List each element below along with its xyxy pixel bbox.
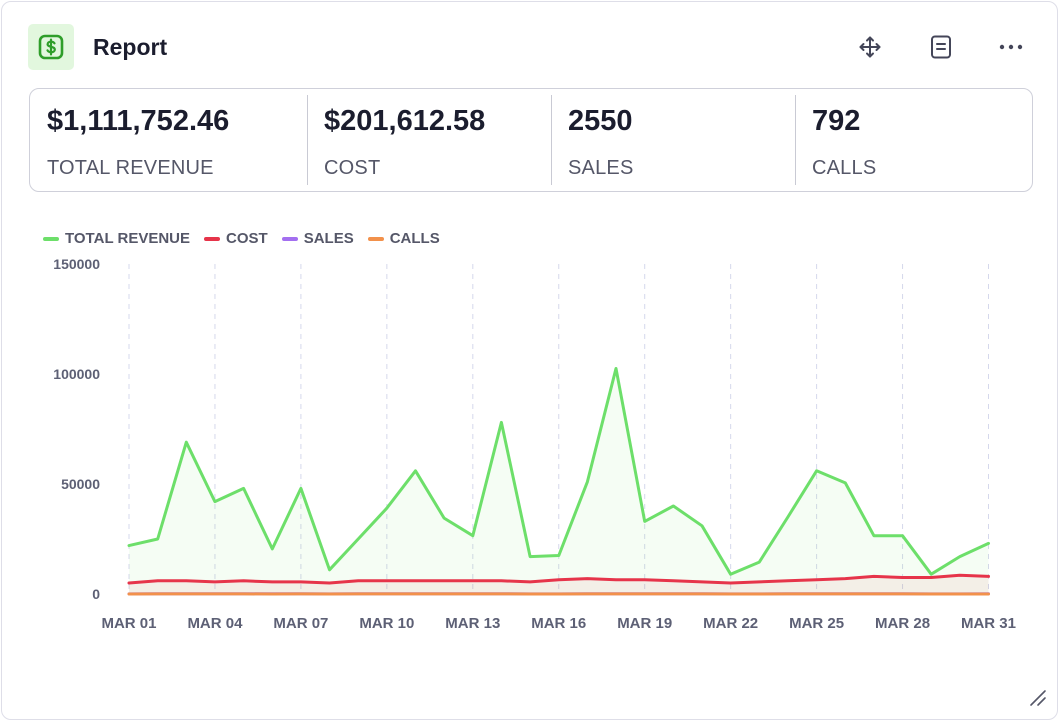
more-icon[interactable] [998, 34, 1024, 60]
x-tick-label: MAR 07 [273, 615, 328, 632]
x-tick-label: MAR 16 [531, 615, 586, 632]
legend-item-total-revenue[interactable]: TOTAL REVENUE [43, 230, 190, 247]
x-tick-label: MAR 04 [187, 615, 243, 632]
y-tick-label: 100000 [53, 366, 100, 382]
legend-label: COST [226, 230, 268, 247]
legend-swatch [281, 236, 298, 241]
x-tick-label: MAR 28 [875, 615, 930, 632]
y-tick-label: 150000 [53, 256, 100, 272]
dollar-icon [28, 24, 74, 70]
move-icon[interactable] [857, 34, 883, 60]
legend-item-calls[interactable]: CALLS [367, 230, 440, 247]
resize-handle-icon[interactable] [1029, 689, 1047, 707]
x-tick-label: MAR 10 [359, 615, 414, 632]
legend-swatch [367, 236, 384, 241]
x-tick-label: MAR 13 [445, 615, 500, 632]
y-tick-label: 50000 [61, 476, 100, 492]
widget-header: Report [28, 24, 1031, 70]
legend-item-sales[interactable]: SALES [281, 230, 354, 247]
widget-title: Report [93, 34, 168, 60]
stat-label: CALLS [812, 157, 877, 179]
stat-label: TOTAL REVENUE [47, 157, 214, 179]
x-tick-label: MAR 25 [789, 615, 844, 632]
legend-item-cost[interactable]: COST [204, 230, 268, 247]
series-line-total-revenue [127, 367, 990, 576]
stat-value: 792 [812, 105, 861, 137]
stat-calls: 792 CALLS [795, 89, 1032, 191]
revenue-line-chart: MAR 01 MAR 04 MAR 07 MAR 10 MAR 13 MAR 16 MAR … [53, 256, 1016, 632]
x-tick-label: MAR 31 [961, 615, 1016, 632]
x-tick-label: MAR 19 [617, 615, 672, 632]
series-area-cost [129, 575, 989, 594]
legend-label: SALES [303, 230, 354, 247]
stat-value: $201,612.58 [324, 105, 486, 137]
legend-label: CALLS [389, 230, 440, 247]
stats-summary: $1,111,752.46 TOTAL REVENUE $201,612.58 … [29, 88, 1033, 192]
legend-swatch [204, 236, 221, 241]
legend-swatch [43, 236, 59, 241]
x-tick-label: MAR 01 [101, 615, 156, 632]
stat-cost: $201,612.58 COST [307, 89, 551, 191]
chart-legend: TOTAL REVENUE COST SALES CALLS [43, 230, 440, 247]
stat-label: COST [324, 157, 381, 179]
x-tick-label: MAR 22 [703, 615, 758, 632]
stat-value: 2550 [568, 105, 633, 137]
stat-label: SALES [568, 157, 634, 179]
stat-sales: 2550 SALES [551, 89, 795, 191]
stat-value: $1,111,752.46 [47, 105, 230, 137]
series-line-cost [127, 573, 990, 585]
stat-total-revenue: $1,111,752.46 TOTAL REVENUE [30, 89, 307, 191]
series-area-total-revenue [129, 368, 989, 594]
document-icon[interactable] [928, 34, 954, 60]
y-tick-label: 0 [92, 586, 100, 602]
legend-label: TOTAL REVENUE [65, 230, 191, 247]
